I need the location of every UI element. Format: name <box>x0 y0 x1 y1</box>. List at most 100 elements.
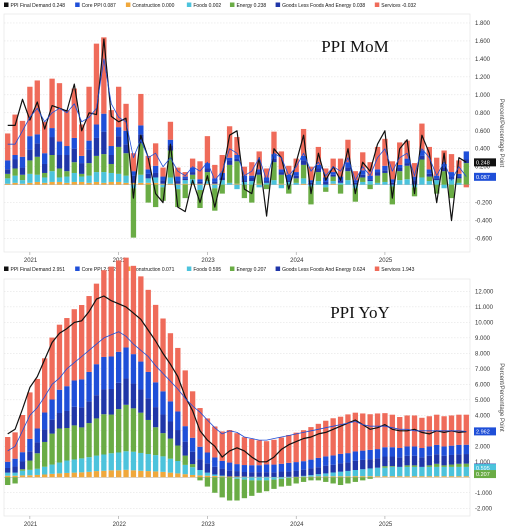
bar-segment <box>101 37 107 114</box>
bar-segment <box>130 184 137 189</box>
bar-segment <box>152 407 159 428</box>
y-tick-label: -1.000 <box>475 491 493 497</box>
bar-segment <box>300 164 307 179</box>
bar-segment <box>345 414 351 454</box>
bar-segment <box>411 466 418 477</box>
bar-segment <box>130 171 137 176</box>
bar-segment <box>330 472 336 477</box>
bar-segment <box>152 427 159 456</box>
bar-segment <box>308 476 314 478</box>
bar-segment <box>241 477 248 480</box>
bar-segment <box>219 460 225 469</box>
bar-segment <box>5 173 11 179</box>
bar-segment <box>271 479 277 489</box>
bar-segment <box>175 181 181 184</box>
value-tag <box>474 172 496 181</box>
bar-segment <box>345 470 351 477</box>
legend-swatch <box>125 2 131 7</box>
bar-segment <box>241 472 248 477</box>
bar-segment <box>448 466 455 477</box>
bar-segment <box>271 180 277 185</box>
bar-segment <box>434 184 440 194</box>
bar-segment <box>93 283 100 365</box>
bar-segment <box>56 462 63 474</box>
value-tag <box>474 470 496 479</box>
bar-segment <box>175 473 181 478</box>
bar-segment <box>197 469 203 476</box>
bar-segment <box>330 418 336 456</box>
bar-segment <box>374 476 381 478</box>
bar-segment <box>34 474 40 478</box>
bar-segment <box>145 471 151 478</box>
bar-segment <box>152 471 159 478</box>
bar-segment <box>123 182 129 185</box>
bar-segment <box>145 169 151 174</box>
bar-segment <box>71 472 77 478</box>
bar-segment <box>167 139 174 146</box>
bar-segment <box>315 476 322 478</box>
bar-segment <box>175 430 181 446</box>
bar-segment <box>34 428 40 443</box>
bar-segment <box>138 182 144 185</box>
bar-segment <box>278 463 285 472</box>
bar-segment <box>300 469 307 476</box>
y-tick-label: -0.400 <box>475 219 493 225</box>
bar-segment <box>27 438 33 452</box>
bar-segment <box>463 184 469 188</box>
bar-segment <box>397 167 403 172</box>
bar-segment <box>160 176 166 181</box>
bar-segment <box>167 150 174 178</box>
bar-segment <box>115 181 122 185</box>
bar-segment <box>108 172 114 182</box>
bar-segment <box>49 171 55 182</box>
bar-segment <box>286 180 292 182</box>
bar-segment <box>56 389 63 413</box>
bar-segment <box>360 477 366 481</box>
bar-segment <box>352 184 359 189</box>
bar-segment <box>108 155 114 164</box>
bar-segment <box>337 416 344 454</box>
bar-segment <box>300 461 307 470</box>
bar-segment <box>204 181 211 184</box>
y-tick-label: 4.000 <box>475 413 491 419</box>
bar-segment <box>411 184 418 188</box>
bar-segment <box>115 136 122 147</box>
x-tick-label: 2025 <box>379 258 393 264</box>
bar-segment <box>323 473 329 477</box>
bar-segment <box>397 417 403 448</box>
y-axis-label: Percent/Percentage Point <box>498 363 504 432</box>
bar-segment <box>138 143 144 175</box>
bar-segment <box>226 462 233 471</box>
bar-segment <box>323 187 329 192</box>
bar-segment <box>167 401 174 422</box>
bar-segment <box>12 155 18 160</box>
bar-segment <box>197 446 203 460</box>
bar-segment <box>5 472 11 476</box>
bar-segment <box>426 476 432 478</box>
bar-segment <box>34 174 40 182</box>
bar-segment <box>293 178 299 183</box>
bar-segment <box>93 181 100 185</box>
bar-segment <box>160 184 166 188</box>
bar-segment <box>367 477 373 479</box>
bar-segment <box>160 433 166 457</box>
bar-segment <box>411 476 418 478</box>
bar-segment <box>404 140 410 159</box>
bar-segment <box>19 180 26 184</box>
bar-segment <box>293 158 299 173</box>
bar-segment <box>456 414 462 445</box>
bar-segment <box>5 461 11 468</box>
bar-segment <box>64 318 70 387</box>
bar-segment <box>411 163 418 177</box>
bar-segment <box>93 137 100 156</box>
bar-segment <box>315 164 322 169</box>
bar-segment <box>152 177 159 183</box>
bar-segment <box>123 103 129 131</box>
bar-segment <box>5 178 11 184</box>
bar-segment <box>42 121 48 154</box>
legend-entry: Core PPI 2.962 <box>82 267 116 273</box>
bar-segment <box>204 163 211 169</box>
y-tick-label: 10.000 <box>475 320 494 326</box>
bar-segment <box>337 453 344 464</box>
y-tick-label: 0.200 <box>475 165 491 171</box>
